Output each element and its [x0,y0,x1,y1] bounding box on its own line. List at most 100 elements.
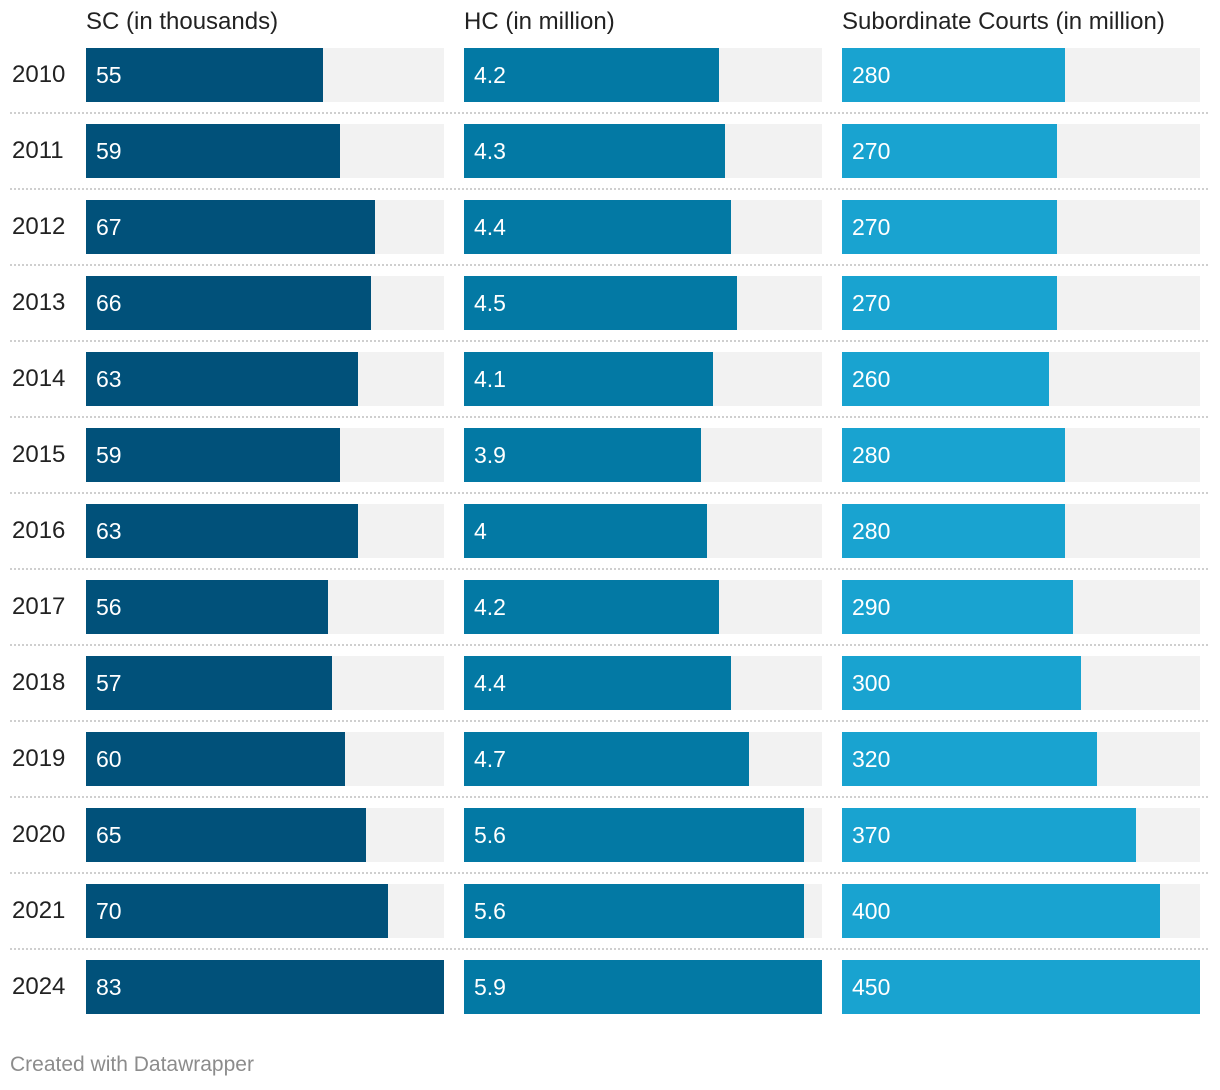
bar-value-label: 3.9 [474,442,506,468]
column-header-3: Subordinate Courts (in million) [842,8,1165,35]
row-divider [10,568,1208,570]
bar-track: 83 [86,960,444,1014]
row-divider [10,340,1208,342]
bar: 4.5 [464,276,738,330]
bar: 59 [86,124,341,178]
bar: 300 [842,656,1081,710]
bar-track: 370 [842,808,1200,862]
year-label: 2015 [12,441,66,468]
bar: 70 [86,884,388,938]
bar-track: 4.7 [464,732,822,786]
bar-track: 4.3 [464,124,822,178]
bar-value-label: 60 [96,746,122,772]
bar: 5.9 [464,960,822,1014]
year-label: 2013 [12,289,66,316]
bar: 83 [86,960,444,1014]
bar-track: 4.4 [464,656,822,710]
bar-track: 270 [842,276,1200,330]
bar-value-label: 280 [852,518,891,544]
bar-value-label: 370 [852,822,891,848]
bar: 56 [86,580,328,634]
year-label: 2020 [12,821,66,848]
bar: 5.6 [464,808,804,862]
bar: 67 [86,200,375,254]
bar-track: 56 [86,580,444,634]
bar-value-label: 83 [96,974,122,1000]
bar-track: 67 [86,200,444,254]
bar-value-label: 59 [96,442,122,468]
bar-track: 280 [842,48,1200,102]
bar-value-label: 4.2 [474,594,506,620]
year-label: 2018 [12,669,66,696]
year-label: 2011 [12,137,64,164]
bar-track: 320 [842,732,1200,786]
bar: 55 [86,48,324,102]
bar-value-label: 59 [96,138,122,164]
bar: 280 [842,428,1065,482]
bar-value-label: 400 [852,898,891,924]
bar-track: 270 [842,200,1200,254]
bar-value-label: 4.2 [474,62,506,88]
bar: 280 [842,48,1065,102]
year-label: 2014 [12,365,66,392]
bar: 290 [842,580,1073,634]
bar: 260 [842,352,1049,406]
column-header-2: HC (in million) [464,8,615,35]
row-divider [10,492,1208,494]
bar-track: 4 [464,504,822,558]
bar-value-label: 270 [852,138,891,164]
bar-track: 59 [86,124,444,178]
year-label: 2010 [12,61,66,88]
bar-track: 450 [842,960,1200,1014]
bar: 60 [86,732,345,786]
bar-value-label: 450 [852,974,891,1000]
bar-track: 3.9 [464,428,822,482]
row-divider [10,720,1208,722]
bar: 400 [842,884,1161,938]
bar-track: 63 [86,352,444,406]
bar: 4.7 [464,732,750,786]
bar: 4.2 [464,580,719,634]
row-divider [10,644,1208,646]
bar-track: 5.9 [464,960,822,1014]
bar: 320 [842,732,1097,786]
bar-value-label: 65 [96,822,122,848]
bar-value-label: 5.6 [474,822,506,848]
row-divider [10,872,1208,874]
bar-track: 55 [86,48,444,102]
year-label: 2016 [12,517,66,544]
bar-value-label: 280 [852,62,891,88]
bar: 63 [86,352,358,406]
bar: 57 [86,656,332,710]
bar-value-label: 270 [852,290,891,316]
year-label: 2012 [12,213,66,240]
bar-track: 70 [86,884,444,938]
bar-track: 4.4 [464,200,822,254]
year-label: 2021 [12,897,66,924]
bar-track: 65 [86,808,444,862]
row-divider [10,416,1208,418]
bar: 370 [842,808,1137,862]
bar-track: 5.6 [464,808,822,862]
bar-track: 60 [86,732,444,786]
bar: 4.3 [464,124,725,178]
bar: 450 [842,960,1200,1014]
bar-value-label: 4 [474,518,487,544]
bar-value-label: 63 [96,366,122,392]
bar-track: 300 [842,656,1200,710]
bar-track: 400 [842,884,1200,938]
bar: 3.9 [464,428,701,482]
bar-value-label: 4.7 [474,746,506,772]
bar: 5.6 [464,884,804,938]
column-header-1: SC (in thousands) [86,8,279,35]
bar-track: 280 [842,504,1200,558]
bar-track: 4.2 [464,48,822,102]
bar-track: 280 [842,428,1200,482]
bar-track: 66 [86,276,444,330]
bar: 4.4 [464,200,731,254]
credit-footer: Created with Datawrapper [10,1053,254,1076]
row-divider [10,264,1208,266]
bar: 4 [464,504,707,558]
bar: 4.1 [464,352,713,406]
